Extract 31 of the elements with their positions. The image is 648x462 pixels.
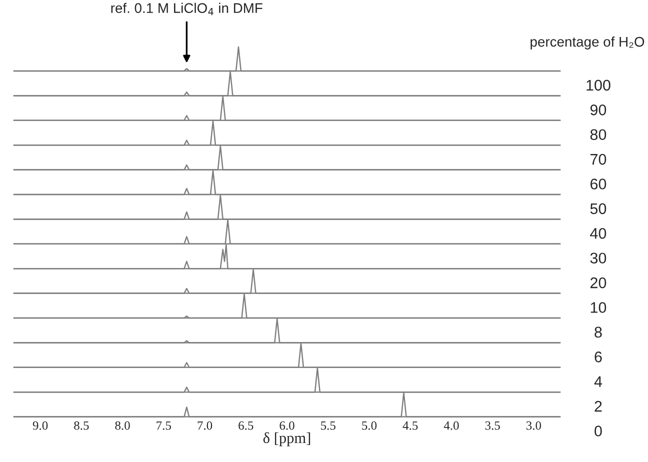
y-axis-title: 4: [594, 376, 602, 387]
x-tick-label: 5.5: [321, 421, 336, 430]
y-axis-title: 0: [594, 426, 602, 436]
y-axis-title: 20: [590, 277, 606, 288]
y-axis-title: 8: [594, 326, 602, 338]
x-tick-label: 5.0: [362, 421, 377, 430]
x-tick-label: 9.0: [32, 421, 48, 430]
x-tick-label: 4.5: [402, 421, 418, 430]
x-tick-label: 7.5: [156, 421, 171, 430]
y-axis-title: 100: [586, 80, 610, 91]
x-tick-label: 8.5: [74, 421, 89, 430]
y-axis-title: 90: [590, 104, 606, 116]
x-tick-label: 3.0: [526, 421, 542, 430]
y-axis-title: 60: [590, 178, 606, 190]
annotation: ref. 0.1 M LiClO$_{4}$ in DMF: [111, 2, 262, 16]
y-axis-title: 40: [590, 228, 606, 239]
y-axis-title: 80: [590, 129, 606, 140]
x-tick-label: 4.0: [444, 421, 459, 430]
x-tick-label: 3.5: [485, 421, 500, 430]
y-axis-title: 30: [590, 252, 606, 264]
annotation: percentage of H₂O: [530, 36, 644, 50]
x-tick-label: 8.0: [115, 421, 130, 430]
y-axis-title: 70: [590, 154, 606, 165]
x-tick-label: 6.0: [280, 421, 294, 430]
y-axis-title: 2: [594, 400, 602, 412]
x-axis-title: δ [ppm]: [263, 432, 310, 446]
x-tick-label: 6.5: [238, 421, 254, 430]
y-axis-title: 10: [590, 302, 606, 313]
y-axis-title: 6: [594, 352, 602, 362]
x-tick-label: 7.0: [198, 421, 212, 430]
y-axis-title: 50: [590, 203, 606, 214]
